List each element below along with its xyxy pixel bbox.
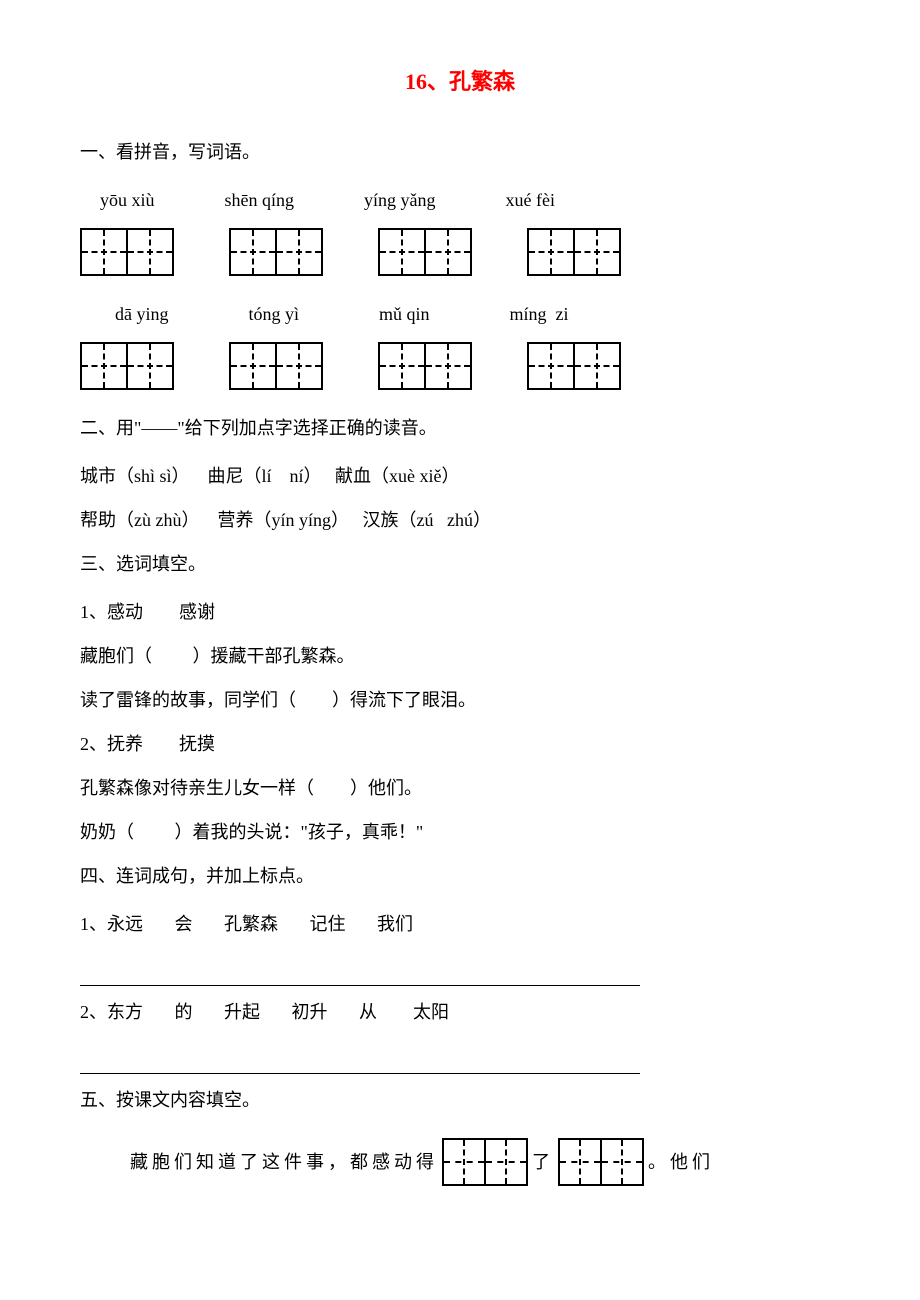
s5-t1: 藏胞们知道了这件事，都感动得 (130, 1138, 438, 1186)
section5-heading: 五、按课文内容填空。 (80, 1082, 840, 1118)
s3-g1-b: 读了雷锋的故事，同学们（ ）得流下了眼泪。 (80, 682, 840, 718)
lesson-title: 16、孔繁森 (80, 60, 840, 104)
section2-line1: 城市（shì sì） 曲尼（lí ní） 献血（xuè xiě） (80, 458, 840, 494)
pinyin-row-1: yōu xiù shēn qíng yíng yǎng xué fèi (100, 182, 840, 218)
tianzi-inline[interactable] (442, 1138, 528, 1186)
s4-l1: 1、永远 会 孔繁森 记住 我们 (80, 906, 840, 942)
section2-heading: 二、用"——"给下列加点字选择正确的读音。 (80, 410, 840, 446)
pinyin: xué fèi (506, 182, 555, 218)
section1-heading: 一、看拼音，写词语。 (80, 134, 840, 170)
s3-g2-b: 奶奶（ ）着我的头说："孩子，真乖！" (80, 814, 840, 850)
tianzi-pair[interactable] (527, 342, 621, 390)
pinyin: yíng yǎng (364, 182, 436, 218)
tianzi-pair[interactable] (378, 342, 472, 390)
s4-blank2[interactable] (80, 1038, 840, 1074)
s3-g1-label: 1、感动 感谢 (80, 594, 840, 630)
s3-g1-a: 藏胞们（ ）援藏干部孔繁森。 (80, 638, 840, 674)
s5-t3: 。他们 (648, 1138, 714, 1186)
pinyin: tóng yì (249, 296, 300, 332)
section5-fill-line: 藏胞们知道了这件事，都感动得 了 。他们 (130, 1138, 840, 1186)
tianzi-pair[interactable] (229, 228, 323, 276)
pinyin: yōu xiù (100, 182, 155, 218)
tianzi-pair[interactable] (378, 228, 472, 276)
section3-heading: 三、选词填空。 (80, 546, 840, 582)
s3-g2-label: 2、抚养 抚摸 (80, 726, 840, 762)
pinyin: míng zi (510, 296, 569, 332)
tianzi-pair[interactable] (80, 342, 174, 390)
pinyin: dā ying (115, 296, 169, 332)
tianzi-inline[interactable] (558, 1138, 644, 1186)
section2-line2: 帮助（zù zhù） 营养（yín yíng） 汉族（zú zhú） (80, 502, 840, 538)
s3-g2-a: 孔繁森像对待亲生儿女一样（ ）他们。 (80, 770, 840, 806)
tianzi-pair[interactable] (229, 342, 323, 390)
s4-l2: 2、东方 的 升起 初升 从 太阳 (80, 994, 840, 1030)
pinyin: mǔ qin (379, 296, 430, 332)
pinyin-row-2: dā ying tóng yì mǔ qin míng zi (115, 296, 840, 332)
s4-blank1[interactable] (80, 950, 840, 986)
boxes-row-2 (80, 342, 840, 390)
tianzi-pair[interactable] (527, 228, 621, 276)
boxes-row-1 (80, 228, 840, 276)
tianzi-pair[interactable] (80, 228, 174, 276)
section4-heading: 四、连词成句，并加上标点。 (80, 858, 840, 894)
s5-t2: 了 (532, 1138, 554, 1186)
pinyin: shēn qíng (225, 182, 295, 218)
